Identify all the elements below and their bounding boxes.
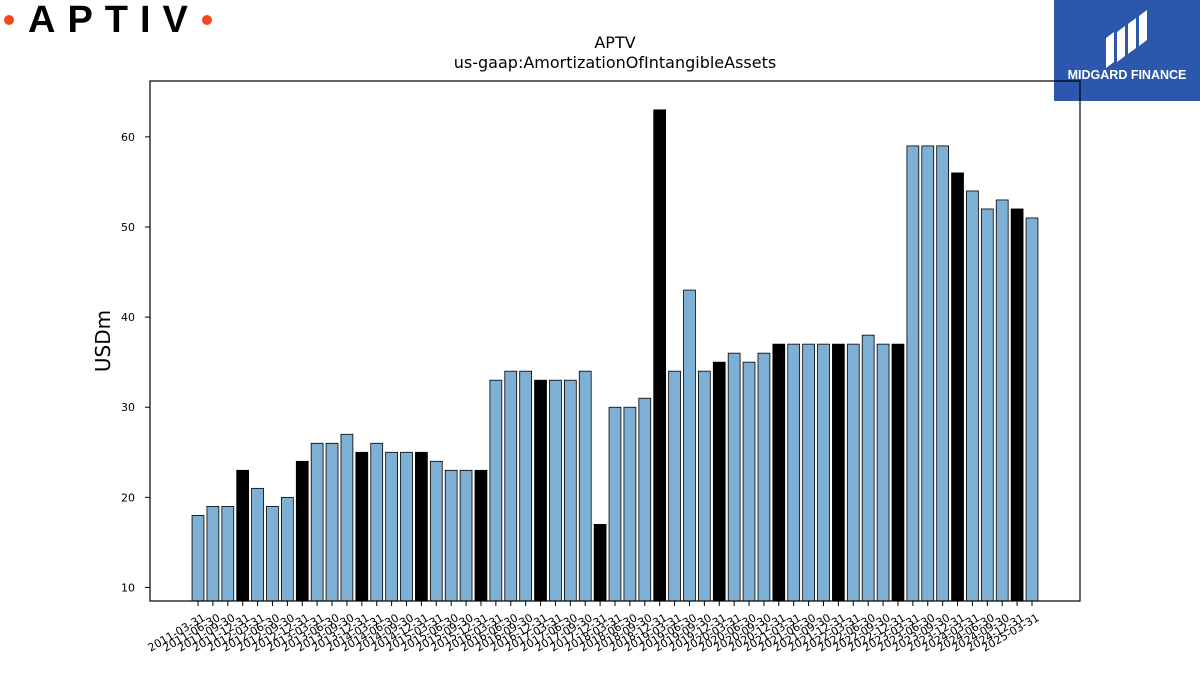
y-tick-label: 40 [121, 311, 135, 324]
bars-layer [191, 109, 1039, 602]
bar-2011-03-31 [191, 514, 205, 602]
bar-2012-06-30 [266, 505, 279, 602]
bar-2022-09-30 [876, 343, 890, 602]
bar-2019-12-31 [712, 361, 726, 602]
midgard-logo-icon [1106, 10, 1147, 68]
bar-2013-06-30 [325, 442, 339, 602]
bar-2015-12-31 [474, 469, 488, 602]
chart-subtitle: us-gaap:AmortizationOfIntangibleAssets [454, 53, 776, 72]
chart-title: APTV [594, 33, 635, 52]
bar-2015-06-30 [444, 469, 458, 602]
bar-2024-09-30 [995, 199, 1009, 602]
bar-2020-12-31 [772, 343, 786, 602]
y-axis: 10 20 30 40 50 60 [121, 131, 150, 594]
bar-2018-09-30 [638, 397, 652, 602]
bar-2015-03-31 [429, 460, 443, 602]
y-tick-label: 10 [121, 581, 135, 594]
bar-2020-06-30 [742, 361, 756, 602]
bar-2019-06-30 [683, 289, 696, 602]
plot-frame [149, 80, 1081, 602]
bar-2014-12-31 [415, 451, 428, 602]
y-tick-label: 20 [121, 491, 135, 504]
bar-2015-09-30 [459, 469, 473, 602]
midgard-finance-badge: MIDGARD FINANCE [1054, 0, 1200, 101]
bar-2017-09-30 [578, 370, 592, 602]
bar-2013-12-31 [355, 451, 369, 602]
bar-2011-09-30 [221, 505, 235, 602]
bar-2024-06-30 [980, 208, 994, 602]
bar-2019-03-31 [668, 370, 681, 602]
bar-2017-06-30 [563, 379, 577, 602]
bar-2022-06-30 [861, 334, 875, 602]
bar-2012-03-31 [251, 487, 264, 602]
bar-2018-12-31 [653, 109, 667, 602]
bar-2022-12-31 [891, 343, 905, 602]
bar-2014-06-30 [385, 451, 398, 602]
bar-2013-03-31 [310, 442, 324, 602]
bar-2023-03-31 [906, 145, 920, 602]
bar-2014-03-31 [370, 442, 384, 602]
bar-2025-03-31 [1025, 217, 1039, 602]
logo-dot-left [4, 15, 14, 25]
bar-2014-09-30 [400, 451, 413, 602]
bar-2016-03-31 [489, 379, 503, 602]
bar-2022-03-31 [846, 343, 860, 602]
aptiv-logo: APTIV [4, 0, 212, 40]
bar-2021-09-30 [817, 343, 830, 602]
aptiv-logo-text: APTIV [28, 0, 200, 41]
bar-2016-12-31 [534, 379, 547, 602]
y-axis-label: USDm [91, 310, 115, 372]
bar-2024-03-31 [966, 190, 979, 602]
bar-2020-03-31 [727, 352, 741, 602]
bar-2020-09-30 [757, 352, 771, 602]
bar-2013-09-30 [340, 433, 354, 602]
bar-2016-09-30 [519, 370, 533, 602]
bar-2019-09-30 [698, 370, 711, 602]
bar-2018-06-30 [623, 406, 637, 602]
bar-2024-12-31 [1010, 208, 1024, 602]
bar-2023-12-31 [951, 172, 964, 602]
y-tick-label: 50 [121, 221, 135, 234]
y-tick-label: 30 [121, 401, 135, 414]
bar-2021-12-31 [832, 343, 845, 602]
bar-2017-03-31 [549, 379, 562, 602]
bar-2021-03-31 [787, 343, 801, 602]
bar-2023-09-30 [936, 145, 950, 602]
midgard-brand-text: MIDGARD FINANCE [1067, 68, 1187, 82]
x-axis: 2011-03-312011-06-302011-09-302011-12-31… [146, 601, 1042, 654]
bar-2011-06-30 [206, 505, 220, 602]
bar-2023-06-30 [921, 145, 935, 602]
bar-2012-12-31 [295, 460, 309, 602]
bar-2012-09-30 [280, 496, 294, 602]
y-tick-label: 60 [121, 131, 135, 144]
bar-2011-12-31 [236, 469, 250, 602]
bar-2017-12-31 [593, 524, 607, 602]
bar-2021-06-30 [802, 343, 815, 602]
bar-2016-06-30 [504, 370, 518, 602]
logo-dot-right [201, 15, 212, 25]
bar-2018-03-31 [608, 406, 622, 602]
